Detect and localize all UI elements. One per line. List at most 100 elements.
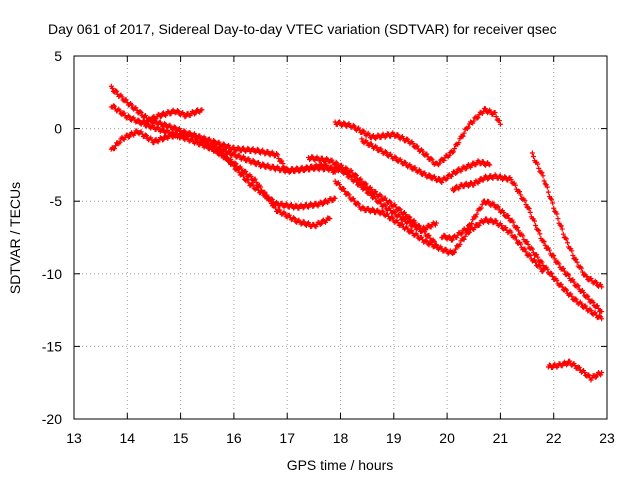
data-point-marker	[527, 209, 533, 215]
data-point-marker	[459, 230, 465, 236]
data-point-marker	[452, 187, 458, 193]
y-tick-label: -15	[42, 338, 62, 354]
data-point-marker	[388, 199, 394, 205]
data-point-marker	[393, 155, 399, 161]
data-point-marker	[422, 170, 428, 176]
data-point-marker	[117, 139, 123, 145]
data-point-marker	[351, 123, 357, 129]
data-point-marker	[252, 176, 258, 182]
data-point-marker	[495, 204, 501, 210]
data-point-marker	[554, 211, 560, 217]
data-point-marker	[251, 159, 257, 165]
data-point-marker	[310, 204, 316, 210]
data-point-marker	[552, 256, 558, 262]
data-point-marker	[260, 161, 266, 167]
data-point-marker	[558, 281, 564, 287]
data-point-marker	[592, 310, 598, 316]
data-point-marker	[491, 202, 497, 208]
data-point-marker	[569, 293, 575, 299]
data-point-marker	[300, 205, 306, 211]
data-point-marker	[502, 174, 508, 180]
data-point-marker	[525, 241, 531, 247]
data-point-marker	[520, 233, 526, 239]
data-point-marker	[573, 296, 579, 302]
data-point-marker	[538, 235, 544, 241]
series-track-8	[332, 105, 503, 168]
data-point-marker	[544, 184, 550, 190]
data-point-marker	[423, 237, 429, 243]
data-point-marker	[448, 173, 454, 179]
data-point-marker	[488, 109, 494, 115]
data-point-marker	[472, 225, 478, 231]
data-point-marker	[298, 221, 304, 227]
data-point-marker	[540, 268, 546, 274]
data-point-marker	[329, 157, 335, 163]
data-point-marker	[263, 192, 269, 198]
data-point-marker	[480, 159, 486, 165]
data-marks	[108, 83, 605, 383]
data-point-marker	[442, 233, 448, 239]
data-point-marker	[536, 262, 542, 268]
x-tick-label: 13	[66, 430, 82, 446]
data-point-marker	[414, 232, 420, 238]
data-point-marker	[356, 201, 362, 207]
data-point-marker	[252, 149, 258, 155]
data-point-marker	[516, 228, 522, 234]
data-point-marker	[332, 195, 338, 201]
data-point-marker	[113, 143, 119, 149]
data-point-marker	[470, 217, 476, 223]
data-point-marker	[217, 145, 223, 151]
data-point-marker	[412, 219, 418, 225]
data-point-marker	[366, 132, 372, 138]
data-point-marker	[590, 299, 596, 305]
data-point-marker	[282, 211, 288, 217]
data-point-marker	[202, 135, 208, 141]
data-point-marker	[143, 120, 149, 126]
data-point-marker	[395, 132, 401, 138]
data-point-marker	[227, 149, 233, 155]
data-point-marker	[556, 261, 562, 267]
series-track-13	[529, 150, 605, 290]
data-point-marker	[453, 246, 459, 252]
data-point-marker	[138, 110, 144, 116]
data-point-marker	[397, 214, 403, 220]
data-point-marker	[250, 182, 256, 188]
data-point-marker	[476, 222, 482, 228]
data-point-marker	[426, 172, 432, 178]
data-point-marker	[126, 114, 132, 120]
data-point-marker	[487, 162, 493, 168]
data-point-marker	[471, 182, 477, 188]
data-point-marker	[343, 165, 349, 171]
data-point-marker	[471, 118, 477, 124]
data-point-marker	[342, 188, 348, 194]
data-point-marker	[441, 157, 447, 163]
x-tick-label: 23	[599, 430, 615, 446]
data-point-marker	[287, 169, 293, 175]
data-point-marker	[426, 232, 432, 238]
data-point-marker	[563, 236, 569, 242]
series-track-11	[439, 198, 605, 322]
data-point-marker	[566, 272, 572, 278]
data-point-marker	[567, 358, 573, 364]
data-point-marker	[539, 259, 545, 265]
data-point-marker	[444, 175, 450, 181]
data-point-marker	[112, 146, 118, 152]
data-point-marker	[532, 218, 538, 224]
data-point-marker	[364, 140, 370, 146]
series-track-14	[545, 358, 605, 383]
data-point-marker	[462, 233, 468, 239]
data-point-marker	[221, 141, 227, 147]
data-point-marker	[393, 204, 399, 210]
data-point-marker	[301, 219, 307, 225]
data-point-marker	[425, 154, 431, 160]
data-point-marker	[117, 108, 123, 114]
data-point-marker	[424, 174, 430, 180]
data-point-marker	[254, 146, 260, 152]
data-point-marker	[417, 168, 423, 174]
data-point-marker	[409, 228, 415, 234]
data-point-marker	[536, 165, 542, 171]
data-point-marker	[588, 275, 594, 281]
x-tick-label: 17	[279, 430, 295, 446]
series-track-10	[449, 172, 605, 315]
data-point-marker	[560, 265, 566, 271]
